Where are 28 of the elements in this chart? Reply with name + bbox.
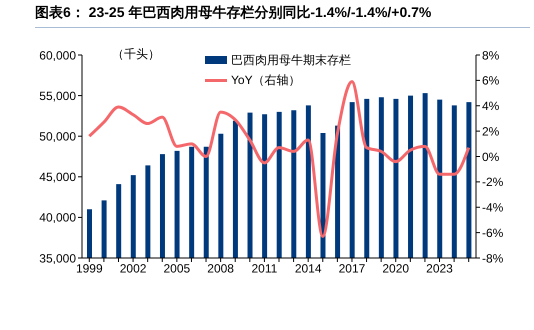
legend-label: YoY（右轴） xyxy=(231,72,301,89)
x-tick-label: 2011 xyxy=(252,262,278,276)
x-tick-label: 2002 xyxy=(120,262,147,276)
x-tick-label: 2017 xyxy=(338,262,366,276)
y-tick-label: 60,000 xyxy=(39,48,76,62)
x-tick-label: 2005 xyxy=(164,262,191,276)
chart-title: 图表6： 23-25 年巴西肉用母牛存栏分别同比-1.4%/-1.4%/+0.7% xyxy=(35,4,530,28)
y2-tick-label: 6% xyxy=(482,74,500,88)
x-tick-label: 2023 xyxy=(426,262,454,276)
y2-tick-label: 2% xyxy=(482,124,500,138)
y-axis-title: （千头） xyxy=(112,46,160,63)
y-tick-label: 45,000 xyxy=(39,170,76,184)
y-tick-label: 40,000 xyxy=(39,210,76,225)
y2-tick-label: 8% xyxy=(482,48,500,62)
legend-label: 巴西肉用母牛期末存栏 xyxy=(231,52,351,69)
y-tick-label: 50,000 xyxy=(39,129,76,144)
y2-tick-label: -4% xyxy=(482,200,504,215)
x-tick-label: 2014 xyxy=(294,262,322,276)
y2-tick-label: 4% xyxy=(482,99,500,114)
x-tick-label: 1999 xyxy=(76,262,103,276)
x-tick-label: 2008 xyxy=(207,262,234,276)
y2-tick-label: -2% xyxy=(482,175,504,190)
y-tick-label: 55,000 xyxy=(39,88,76,103)
y-tick-label: 35,000 xyxy=(39,251,76,266)
x-tick-label: 2020 xyxy=(382,262,410,276)
y2-tick-label: -8% xyxy=(482,251,504,266)
y2-tick-label: -6% xyxy=(482,226,504,240)
y2-tick-label: 0% xyxy=(482,150,500,164)
